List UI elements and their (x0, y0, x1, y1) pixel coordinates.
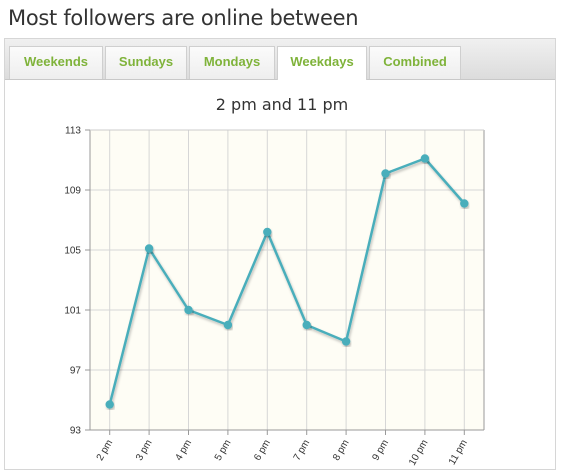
page-heading: Most followers are online between (8, 6, 359, 30)
data-point (420, 154, 430, 163)
x-tick-label: 9 pm (370, 438, 391, 463)
tab-weekdays[interactable]: Weekdays (277, 46, 367, 80)
y-axis-ticks: 93 97 101 105 109 113 (64, 126, 90, 437)
x-tick-label: 7 pm (292, 438, 313, 463)
tab-combined[interactable]: Combined (369, 46, 461, 79)
data-point (144, 244, 154, 253)
x-tick-label: 11 pm (447, 438, 470, 467)
x-tick-label: 8 pm (331, 438, 352, 463)
x-axis-ticks: 2 pm 3 pm 4 pm 5 pm 6 pm 7 pm 8 pm 9 pm 10 pm 11 … (95, 430, 470, 468)
y-tick-label: 93 (70, 426, 82, 437)
x-tick-label: 4 pm (173, 438, 194, 463)
x-tick-label: 2 pm (95, 438, 116, 463)
series-line (108, 157, 466, 405)
y-tick-label: 113 (65, 126, 81, 137)
y-tick-label: 105 (64, 246, 81, 257)
data-point (302, 320, 311, 330)
y-tick-label: 101 (64, 306, 81, 317)
data-point (263, 227, 272, 237)
data-point (460, 199, 469, 208)
y-tick-label: 109 (64, 186, 81, 197)
data-point (223, 320, 233, 330)
x-tick-label: 6 pm (252, 438, 273, 463)
chart-title: 2 pm and 11 pm (215, 95, 349, 114)
data-point (184, 305, 193, 315)
tab-sundays[interactable]: Sundays (105, 46, 187, 79)
y-tick-label: 97 (70, 366, 82, 377)
x-tick-label: 5 pm (213, 438, 234, 463)
data-point (105, 400, 114, 409)
data-point (381, 169, 390, 178)
tab-weekends[interactable]: Weekends (9, 46, 103, 79)
tab-bar: Weekends Sundays Mondays Weekdays Combin… (5, 39, 555, 80)
data-point (341, 337, 351, 346)
series-group (105, 154, 469, 409)
tab-mondays[interactable]: Mondays (189, 46, 275, 79)
x-tick-label: 10 pm (407, 438, 430, 468)
x-tick-label: 3 pm (134, 438, 155, 463)
